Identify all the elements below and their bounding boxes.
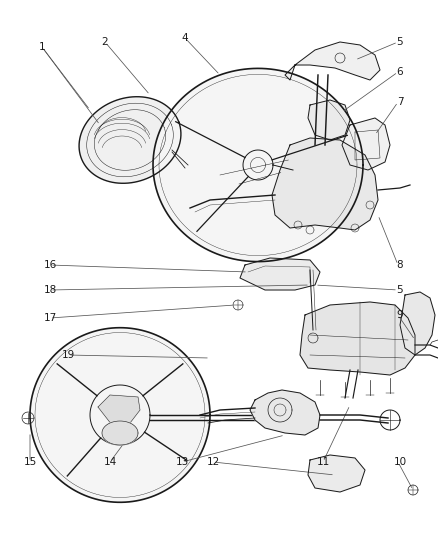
Text: 2: 2	[102, 37, 108, 47]
Polygon shape	[98, 395, 140, 425]
Text: 18: 18	[43, 285, 57, 295]
Polygon shape	[307, 455, 364, 492]
Polygon shape	[272, 138, 377, 230]
Polygon shape	[153, 68, 362, 262]
Text: 8: 8	[396, 260, 403, 270]
Polygon shape	[399, 292, 434, 355]
Text: 12: 12	[206, 457, 219, 467]
Polygon shape	[102, 421, 138, 445]
Text: 15: 15	[23, 457, 36, 467]
Text: 5: 5	[396, 37, 403, 47]
Text: 16: 16	[43, 260, 57, 270]
Polygon shape	[341, 118, 389, 170]
Text: 1: 1	[39, 42, 45, 52]
Polygon shape	[249, 390, 319, 435]
Text: 9: 9	[396, 310, 403, 320]
Text: 6: 6	[396, 67, 403, 77]
Text: 14: 14	[103, 457, 117, 467]
Text: 13: 13	[175, 457, 188, 467]
Text: 4: 4	[181, 33, 188, 43]
Text: 10: 10	[392, 457, 406, 467]
Polygon shape	[79, 96, 180, 183]
Text: 11: 11	[316, 457, 329, 467]
Polygon shape	[299, 302, 414, 375]
Text: 5: 5	[396, 285, 403, 295]
Polygon shape	[240, 258, 319, 290]
Text: 17: 17	[43, 313, 57, 323]
Text: 19: 19	[61, 350, 74, 360]
Text: 7: 7	[396, 97, 403, 107]
Polygon shape	[284, 42, 379, 80]
Polygon shape	[307, 100, 349, 140]
Polygon shape	[30, 328, 209, 502]
